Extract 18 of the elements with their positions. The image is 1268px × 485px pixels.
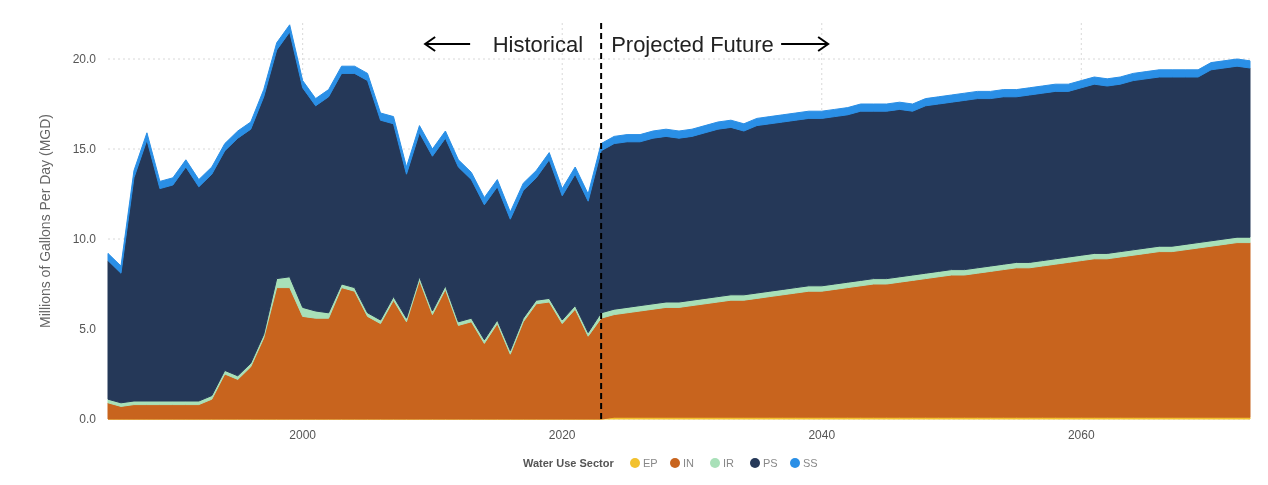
x-tick-label: 2060	[1067, 428, 1095, 442]
x-tick-label: 2040	[808, 428, 836, 442]
y-tick-label: 5.0	[79, 322, 97, 337]
annotation: Projected Future	[611, 32, 774, 57]
y-tick-label: 20.0	[72, 52, 97, 67]
y-tick-label: 0.0	[79, 412, 97, 427]
y-tick-label: 10.0	[72, 232, 97, 247]
legend-label: SS	[803, 457, 818, 469]
x-tick-label: 2020	[548, 428, 576, 442]
y-tick-label: 15.0	[72, 142, 97, 157]
y-axis-title: Millions of Gallons Per Day (MGD)	[37, 114, 53, 328]
legend-label: EP	[643, 457, 658, 469]
legend-title: Water Use Sector	[523, 457, 615, 469]
legend-label: PS	[763, 457, 778, 469]
legend-label: IN	[683, 457, 695, 469]
annotation: Historical	[492, 32, 584, 57]
legend-label: IR	[723, 457, 735, 469]
x-tick-label: 2000	[289, 428, 317, 442]
